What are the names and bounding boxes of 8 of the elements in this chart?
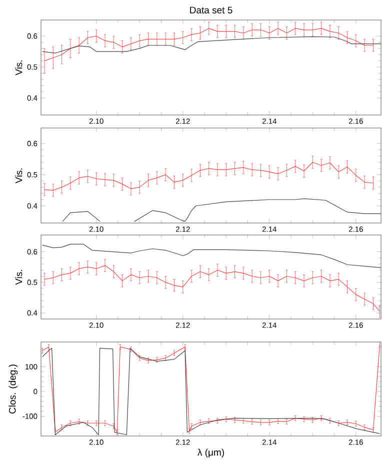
line-series [42,244,382,268]
y-axis-title: Vis. [15,270,22,285]
chart-title: Data set 5 [190,6,232,14]
y-axis-title: Clos. (deg.) [8,364,18,414]
line-series [42,36,382,54]
x-axis-title: λ (μm) [198,448,224,458]
y-axis-title: Vis. [15,168,22,184]
y-axis-title: Vis. [15,60,22,76]
